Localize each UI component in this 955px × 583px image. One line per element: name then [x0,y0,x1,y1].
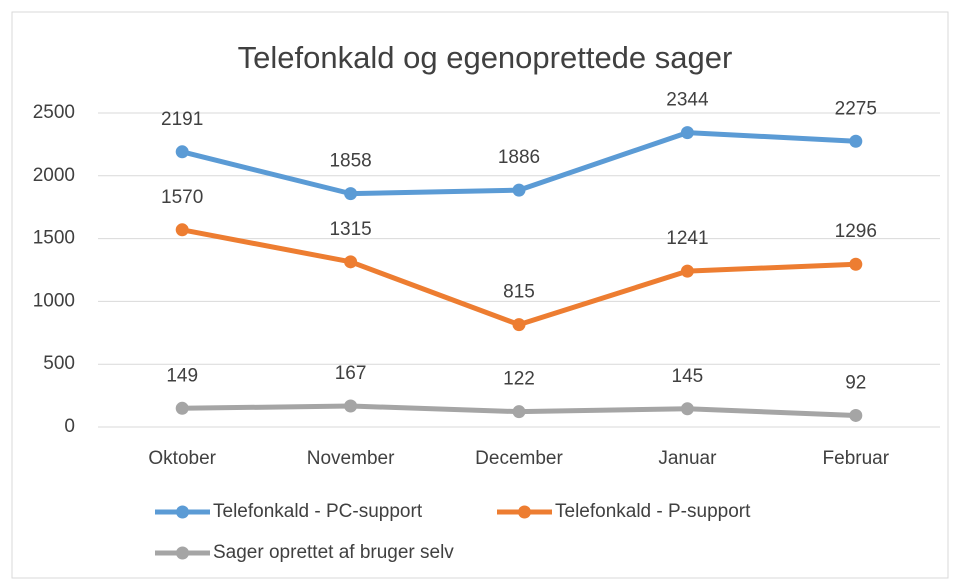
data-label: 1315 [329,219,371,240]
chart-border [11,11,949,579]
legend-marker [176,546,189,560]
data-label: 2191 [161,109,203,130]
data-point [849,134,863,148]
data-label: 1296 [835,221,877,242]
x-tick-label: November [307,448,395,469]
legend-label: Telefonkald - P-support [555,501,751,522]
data-point [175,223,189,237]
data-label: 1858 [329,151,371,172]
y-tick-label: 2500 [33,102,75,123]
data-label: 92 [845,372,866,393]
y-tick-label: 1500 [33,228,75,249]
y-tick-label: 0 [64,416,75,437]
data-label: 815 [503,282,535,303]
data-point [175,145,189,159]
data-label: 1886 [498,147,540,168]
data-label: 1570 [161,187,203,208]
data-point [680,402,694,416]
data-point [512,318,526,332]
data-point [344,255,358,269]
chart-title: Telefonkald og egenoprettede sager [238,40,733,75]
data-label: 145 [672,366,704,387]
data-point [175,401,189,415]
x-tick-label: December [475,448,563,469]
legend-marker [176,505,189,519]
data-label: 149 [166,365,198,386]
data-point [849,257,863,271]
legend-marker [518,505,531,519]
legend-label: Telefonkald - PC-support [213,501,423,522]
x-tick-label: Januar [658,448,717,469]
data-point [849,408,863,422]
y-tick-label: 1000 [33,290,75,311]
x-tick-label: Oktober [148,448,216,469]
data-label: 167 [335,363,367,384]
x-tick-label: Februar [823,448,890,469]
data-point [512,183,526,197]
legend-label: Sager oprettet af bruger selv [213,542,454,563]
data-label: 1241 [666,228,708,249]
data-label: 2275 [835,98,877,119]
data-point [344,399,358,413]
data-label: 2344 [666,90,709,111]
data-point [680,264,694,278]
data-point [680,126,694,140]
data-point [512,405,526,419]
data-label: 122 [503,369,535,390]
y-tick-label: 2000 [33,165,75,186]
data-point [344,187,358,201]
y-tick-label: 500 [43,353,75,374]
